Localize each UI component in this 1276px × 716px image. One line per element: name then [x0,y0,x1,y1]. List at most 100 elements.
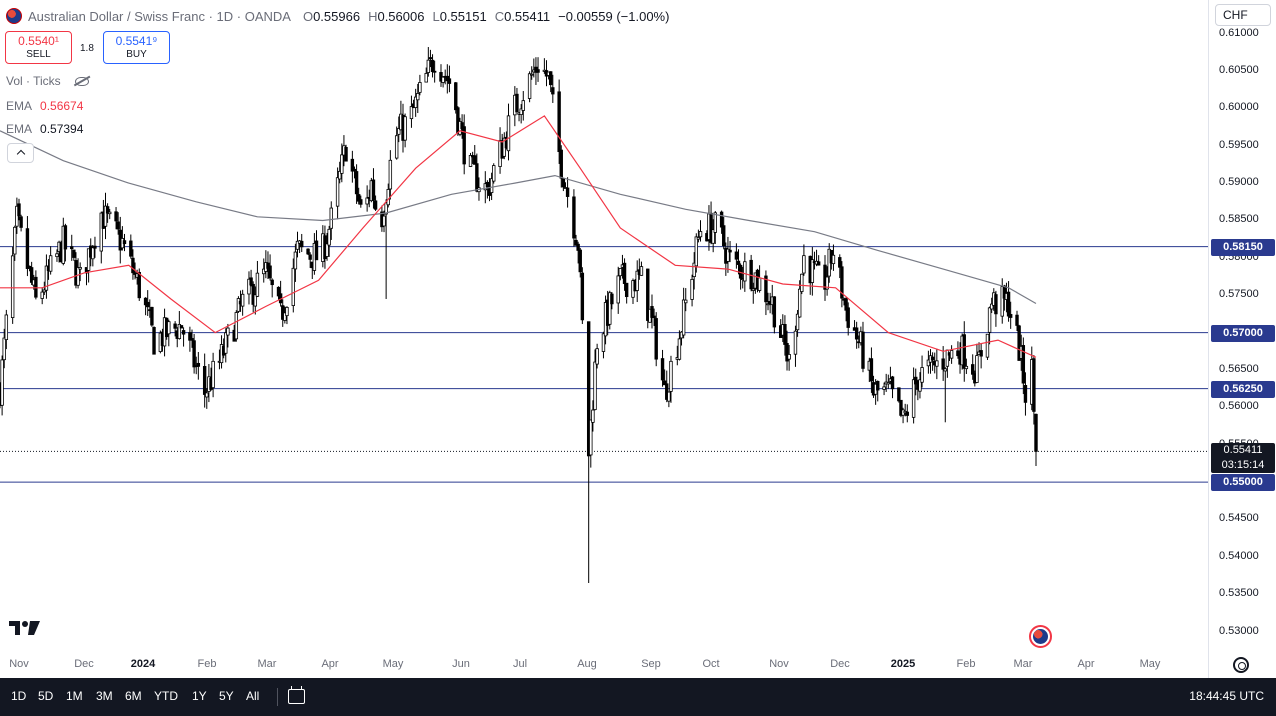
candle-body [430,59,435,73]
candle-body [757,277,762,291]
time-tick-label: Mar [257,658,277,670]
candle-body [665,383,669,400]
candle-body [728,249,732,253]
range-button-5y[interactable]: 5Y [219,689,234,703]
candle-body [492,165,496,182]
price-tick-label: 0.54000 [1219,549,1259,562]
candle-body [10,255,15,319]
candle-body [844,298,848,311]
ema-fast-value: 0.56674 [40,99,84,113]
candle-body [382,215,386,227]
candle-body [122,240,127,245]
candle-body [831,254,836,265]
candle-body [639,266,644,276]
candle-body [918,379,922,392]
candle-body [177,323,182,340]
time-tick-label: Apr [321,658,339,670]
candle-body [55,253,59,258]
candle-body [48,255,53,272]
price-chart[interactable] [0,0,1208,654]
currency-selector[interactable]: CHF [1215,4,1271,26]
countdown-value: 03:15:14 [1221,459,1265,472]
candle-body [447,78,452,84]
ema-fast-row[interactable]: EMA 0.56674 [6,99,83,113]
range-button-3m[interactable]: 3M [96,689,113,703]
candle-body [2,337,6,361]
candle-body [816,261,821,266]
candle-body [941,358,945,370]
tradingview-logo-icon[interactable] [9,619,41,637]
candle-body [911,379,916,418]
candle-body [861,331,865,369]
settings-icon[interactable] [1233,657,1249,673]
level-price-label[interactable]: 0.58150 [1211,238,1275,256]
country-flag-badge-icon[interactable] [1029,625,1052,648]
volume-indicator-row[interactable]: Vol · Ticks [6,74,89,88]
range-button-6m[interactable]: 6M [125,689,142,703]
candle-body [190,338,194,341]
candle-body [105,206,110,214]
candle-body [618,268,623,277]
time-axis[interactable]: Nov Dec 2024 Feb Mar Apr May Jun Jul Aug Sep Oct Nov… [0,654,1208,678]
candle-body [485,181,490,188]
candle-body [365,197,369,205]
price-axis[interactable]: CHF 0.61000 0.60500 0.60000 0.59500 0.59000 0… [1208,0,1276,678]
candle-body [576,243,580,251]
range-button-ytd[interactable]: YTD [154,689,178,703]
candle-body [70,246,74,250]
ema-slow-row[interactable]: EMA 0.57394 [6,122,83,136]
date-range-icon[interactable] [288,686,305,704]
sell-button[interactable]: 0.5540¹ SELL [5,31,72,64]
candle-body [593,361,597,410]
price-tick-label: 0.56500 [1219,362,1259,375]
price-tick-label: 0.60000 [1219,101,1259,114]
candle-body [1032,358,1036,412]
candle-body [722,225,726,247]
candle-body [1023,385,1028,403]
candle-body [76,267,80,286]
clock-display[interactable]: 18:44:45 UTC [1189,689,1264,703]
ema-slow-value: 0.57394 [40,122,84,136]
candle-body [1021,345,1026,384]
collapse-legend-button[interactable] [7,143,34,163]
price-tick-label: 0.59500 [1219,138,1259,151]
candle-body [854,327,859,340]
candle-body [473,155,477,165]
candle-body [690,278,694,300]
candle-body [574,239,578,246]
candle-body [743,261,747,282]
range-button-all[interactable]: All [246,689,260,703]
buy-button[interactable]: 0.5541⁹ BUY [103,31,170,64]
candle-body [549,71,553,86]
chart-area[interactable] [0,0,1208,678]
candle-body [42,289,47,293]
candle-body [591,409,595,423]
candle-body [386,189,390,206]
candle-body [255,272,260,297]
candle-body [359,199,363,205]
candle-body [196,362,201,367]
open-value: 0.55966 [313,8,361,24]
sell-label: SELL [26,49,51,60]
range-button-5d[interactable]: 5D [38,689,54,703]
range-button-1y[interactable]: 1Y [192,689,207,703]
candle-body [565,187,570,197]
range-button-1m[interactable]: 1M [66,689,83,703]
candle-body [557,91,561,153]
candle-body [783,324,787,345]
level-price-label[interactable]: 0.56250 [1211,380,1275,398]
candle-body [886,382,891,385]
price-tick-label: 0.56000 [1219,400,1259,413]
eye-hidden-icon[interactable] [74,76,89,86]
candle-body [388,159,393,190]
candle-body [0,359,4,406]
range-button-1d[interactable]: 1D [11,689,27,703]
level-price-label[interactable]: 0.55000 [1211,474,1275,492]
level-price-label[interactable]: 0.57000 [1211,324,1275,342]
symbol-title[interactable]: Australian Dollar / Swiss Franc · 1D · O… [28,8,291,24]
candle-body [131,257,135,274]
candle-body [211,360,215,389]
candle-body [616,275,620,304]
time-tick-label: Oct [702,658,720,670]
candle-body [515,93,519,113]
